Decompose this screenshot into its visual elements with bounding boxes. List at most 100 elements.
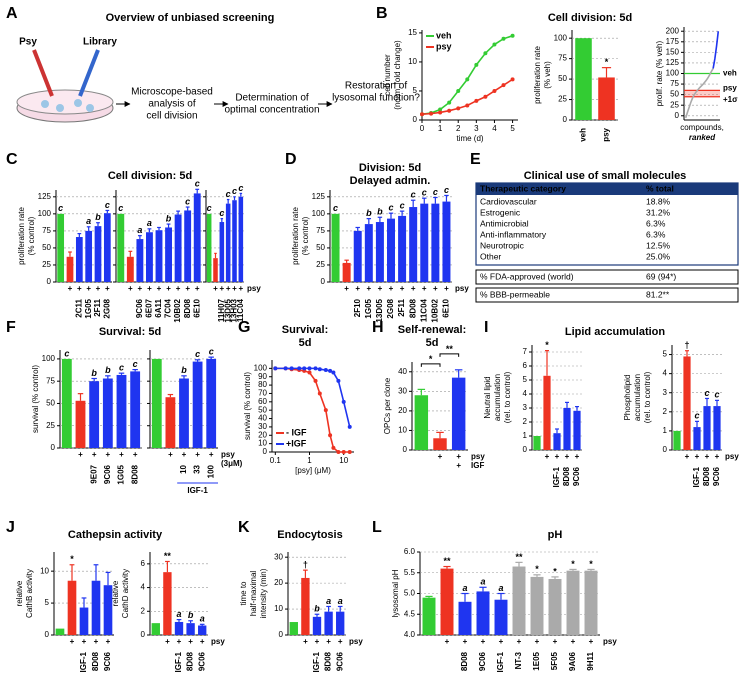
- significance-label: c: [226, 189, 231, 199]
- bar: [422, 597, 436, 635]
- category-label: 2F10: [353, 298, 362, 317]
- bar: [206, 358, 217, 448]
- panel-letter: G: [238, 319, 250, 336]
- treatment-mark: +: [463, 637, 468, 646]
- panel-title: Self-renewal:: [398, 324, 466, 336]
- significance-label: a: [147, 218, 152, 228]
- bar: [238, 196, 244, 282]
- significance-label: **: [164, 551, 172, 561]
- y-axis-label: intensity (min): [259, 568, 268, 618]
- y-tick-label: 25: [670, 100, 679, 109]
- significance-label: c: [207, 203, 212, 213]
- category-label: 11C04: [236, 298, 245, 322]
- treatment-mark: +: [182, 450, 187, 459]
- x-axis-label: compounds,: [680, 123, 724, 132]
- data-point: [317, 391, 322, 396]
- reference-label: veh: [723, 69, 737, 78]
- summary-cell: 81.2**: [646, 289, 670, 299]
- bar: [232, 200, 237, 282]
- y-tick-label: 100: [254, 363, 268, 372]
- category-label: 13D05: [223, 298, 232, 322]
- significance-label: b: [181, 365, 187, 375]
- y-tick-label: 25: [42, 260, 51, 269]
- cell: [41, 100, 49, 108]
- category-label: 9C06: [478, 651, 487, 671]
- category-label: IGF-1: [174, 651, 183, 672]
- panel-letter: I: [484, 319, 488, 336]
- y-tick-label: 75: [670, 79, 679, 88]
- bracket-label: **: [446, 344, 454, 354]
- bar: [186, 623, 195, 635]
- significance-label: b: [377, 207, 383, 217]
- table-cell: Neurotropic: [480, 240, 525, 250]
- table-frame: [475, 182, 739, 266]
- bar: [225, 203, 231, 282]
- category-label: 11H07: [217, 298, 226, 322]
- bar: [458, 601, 472, 635]
- y-axis-label: (% control): [301, 216, 310, 255]
- x-tick-label: 2: [456, 124, 461, 133]
- panel-title: Cell division: 5d: [108, 170, 192, 182]
- bar: [375, 222, 384, 282]
- reagent-label: Psy: [19, 37, 37, 48]
- treatment-mark: +: [400, 284, 405, 293]
- treatment-mark: +: [444, 284, 449, 293]
- data-point: [483, 51, 488, 56]
- treatment-mark: +: [232, 284, 237, 293]
- data-point: [289, 366, 294, 371]
- treatment-mark: +: [355, 284, 360, 293]
- category-label: IGF-1: [312, 651, 321, 672]
- significance-label: *: [605, 57, 609, 67]
- significance-label: c: [118, 203, 123, 213]
- bar: [146, 232, 153, 282]
- significance-label: c: [444, 185, 449, 195]
- bar: [198, 625, 207, 635]
- treatment-mark: +: [303, 637, 308, 646]
- treatment-mark: +: [209, 450, 214, 459]
- y-tick-label: 125: [38, 192, 52, 201]
- significance-label: a: [462, 583, 467, 593]
- y-tick-label: 40: [258, 414, 267, 423]
- bar: [55, 628, 65, 635]
- y-axis-label: accumulation: [633, 374, 642, 421]
- treatment-mark: +: [77, 284, 82, 293]
- treatment-mark: +: [188, 637, 193, 646]
- treatment-mark: +: [315, 637, 320, 646]
- y-tick-label: 100: [312, 209, 326, 218]
- treatment-mark: +: [411, 284, 416, 293]
- category-label: 8D08: [702, 466, 711, 486]
- x-axis-label: ranked: [689, 133, 716, 142]
- bar: [573, 410, 581, 450]
- y-tick-label: 100: [666, 69, 680, 78]
- y-tick-label: 10: [258, 439, 267, 448]
- category-label: 9A06: [568, 651, 577, 671]
- bar: [364, 224, 373, 282]
- bar: [102, 378, 113, 448]
- data-point: [501, 36, 506, 41]
- bar: [130, 371, 141, 448]
- y-axis-label: cell number: [383, 54, 392, 96]
- panel-letter: J: [6, 519, 15, 536]
- treatment-mark: +: [105, 450, 110, 459]
- treatment-mark: +: [177, 637, 182, 646]
- significance-label: a: [86, 216, 91, 226]
- step-label: Determination of: [235, 93, 309, 104]
- bar: [703, 406, 711, 450]
- y-axis-label: relative: [111, 580, 120, 606]
- table-cell: Cardiovascular: [480, 196, 537, 206]
- data-point: [336, 450, 341, 454]
- treatment-mark: +: [219, 284, 224, 293]
- x-axis-label: [psy] (μM): [295, 466, 331, 475]
- x-tick-label: 0.1: [270, 456, 282, 465]
- data-point: [483, 94, 488, 99]
- y-axis-label: survival (% control): [31, 365, 40, 433]
- y-tick-label: 30: [398, 386, 407, 395]
- treatment-mark: +: [555, 452, 560, 461]
- y-tick-label: 6: [141, 559, 146, 568]
- panel-letter: K: [238, 519, 250, 536]
- significance-label: c: [232, 186, 237, 196]
- treatment-mark: +: [96, 284, 101, 293]
- y-tick-label: 90: [258, 372, 267, 381]
- data-point: [474, 98, 479, 103]
- treatment-mark: +: [86, 284, 91, 293]
